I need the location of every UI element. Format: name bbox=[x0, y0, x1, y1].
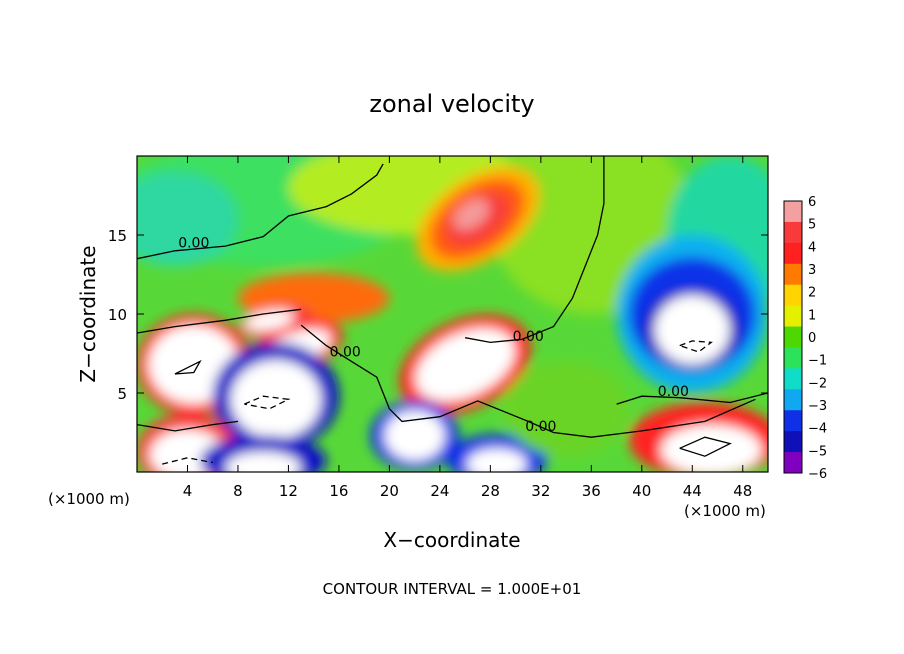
colorbar-swatch bbox=[784, 326, 802, 348]
colorbar-label: 3 bbox=[808, 263, 816, 278]
colorbar-label: 0 bbox=[808, 331, 816, 346]
contour-label: 0.00 bbox=[525, 419, 556, 435]
x-unit-left: (×1000 m) bbox=[48, 490, 130, 508]
saturated-low bbox=[654, 295, 731, 365]
saturated-low bbox=[384, 410, 445, 461]
colorbar-label: 2 bbox=[808, 286, 816, 301]
x-tick-label: 36 bbox=[582, 482, 601, 500]
colorbar-label: −6 bbox=[808, 467, 827, 482]
colorbar-swatch bbox=[784, 221, 802, 244]
zero-contour bbox=[300, 324, 756, 438]
jet-peak bbox=[453, 198, 490, 230]
colorbar-frame bbox=[783, 200, 803, 474]
zero-contour bbox=[616, 392, 768, 405]
y-axis-label: Z−coordinate bbox=[76, 245, 100, 382]
x-tick-label: 20 bbox=[380, 482, 399, 500]
colorbar-label: −2 bbox=[808, 376, 827, 391]
contour-interval-note: CONTOUR INTERVAL = 1.000E+01 bbox=[323, 580, 582, 598]
contour-labels: 0.00 0.00 0.00 0.00 0.00 bbox=[178, 236, 689, 435]
colorbar-swatch bbox=[784, 389, 802, 411]
saturated-low bbox=[225, 451, 302, 472]
x-axis: 4 8 12 16 20 24 28 32 36 40 44 48 bbox=[183, 156, 752, 500]
y-tick-label: 5 bbox=[117, 385, 127, 403]
x-tick-label: 32 bbox=[531, 482, 550, 500]
colorbar-swatch bbox=[784, 201, 802, 223]
x-axis-label: X−coordinate bbox=[383, 528, 520, 552]
saturated-low bbox=[230, 359, 322, 439]
contour-label: 0.00 bbox=[658, 384, 689, 400]
zero-contour bbox=[137, 308, 302, 334]
x-unit-right: (×1000 m) bbox=[684, 502, 766, 520]
negative-contour bbox=[679, 340, 713, 353]
colorbar-label: 5 bbox=[808, 218, 816, 233]
negative-contour bbox=[162, 457, 213, 465]
contour-label: 0.00 bbox=[330, 345, 361, 361]
inner-contour bbox=[679, 436, 732, 457]
x-tick-label: 16 bbox=[329, 482, 348, 500]
x-tick-label: 28 bbox=[481, 482, 500, 500]
colorbar-swatch bbox=[784, 431, 802, 453]
contour-label: 0.00 bbox=[178, 236, 209, 252]
saturated-high bbox=[660, 424, 762, 472]
colorbar-swatch bbox=[784, 263, 802, 286]
colorbar-swatch bbox=[784, 452, 802, 474]
colorbar-swatch bbox=[784, 347, 802, 369]
inner-contour bbox=[174, 359, 202, 375]
field-patch bbox=[502, 361, 630, 457]
colorbar-label: −4 bbox=[808, 422, 827, 437]
colorbar-swatch bbox=[784, 242, 802, 265]
colorbar-label: 4 bbox=[808, 240, 816, 255]
plot-area: 0.00 0.00 0.00 0.00 0.00 bbox=[137, 156, 768, 472]
zero-contour bbox=[137, 420, 239, 432]
x-tick-label: 12 bbox=[279, 482, 298, 500]
x-tick-label: 48 bbox=[733, 482, 752, 500]
colorbar-label: 1 bbox=[808, 308, 816, 323]
colorbar-label: −3 bbox=[808, 399, 827, 414]
colorbar-swatch bbox=[784, 284, 802, 307]
colorbar-swatch bbox=[784, 305, 802, 328]
chart-title: zonal velocity bbox=[369, 90, 534, 118]
saturated-high bbox=[415, 328, 515, 401]
contour-lines bbox=[137, 156, 768, 465]
cool-patch bbox=[137, 171, 238, 267]
contour-label: 0.00 bbox=[513, 329, 544, 345]
colorbar-label: −1 bbox=[808, 354, 827, 369]
colorbar-swatch bbox=[784, 368, 802, 390]
colorbar-label: −5 bbox=[808, 444, 827, 459]
x-tick-label: 24 bbox=[430, 482, 449, 500]
colorbar-swatch bbox=[784, 410, 802, 432]
x-tick-label: 8 bbox=[233, 482, 243, 500]
y-tick-label: 15 bbox=[108, 227, 127, 245]
x-tick-label: 4 bbox=[183, 482, 193, 500]
zero-contour bbox=[137, 163, 384, 260]
x-tick-label: 40 bbox=[632, 482, 651, 500]
zero-contour bbox=[464, 156, 605, 344]
saturated-low bbox=[466, 448, 527, 472]
y-axis: 5 10 15 bbox=[108, 227, 768, 403]
x-tick-label: 44 bbox=[683, 482, 702, 500]
colorbar-label: 6 bbox=[808, 195, 816, 210]
y-tick-label: 10 bbox=[108, 306, 127, 324]
colorbar: 6 5 4 3 2 1 0 −1 −2 −3 −4 −5 −6 bbox=[783, 195, 827, 482]
negative-contour bbox=[244, 395, 291, 410]
velocity-field bbox=[137, 156, 768, 472]
